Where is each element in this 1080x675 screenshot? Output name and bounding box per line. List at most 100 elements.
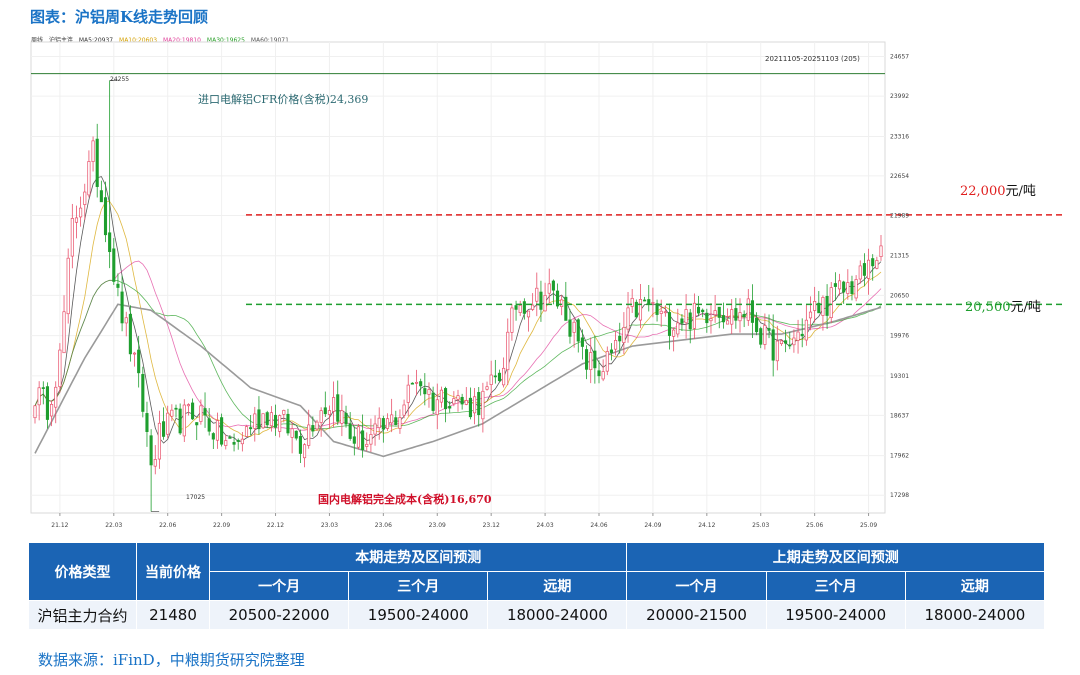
high-marker-label: 24255: [110, 76, 129, 83]
candle-body: [705, 312, 709, 324]
candle-body: [99, 190, 103, 203]
candle: [398, 409, 402, 434]
candle: [290, 422, 294, 454]
candle-body: [667, 312, 672, 336]
candle-body: [402, 404, 406, 416]
candle: [33, 405, 37, 424]
candle: [311, 416, 315, 437]
candle: [66, 248, 70, 324]
candle-body: [319, 410, 323, 423]
candle: [746, 289, 750, 326]
candle-body: [879, 245, 883, 258]
candle-body: [489, 374, 493, 385]
candle-body: [273, 414, 278, 428]
resistance-label: 22,000元/吨: [960, 184, 1036, 199]
candle-body: [560, 299, 564, 307]
candle-body: [858, 265, 862, 280]
y-tick-label: 23992: [890, 93, 909, 100]
x-tick-label: 24.03: [536, 522, 553, 529]
candle-body: [240, 438, 244, 445]
y-tick-label: 19976: [890, 333, 909, 340]
candle-body: [555, 290, 560, 307]
candle: [622, 312, 626, 355]
candle: [804, 305, 808, 346]
candle: [763, 313, 767, 350]
candle-body: [50, 403, 54, 417]
candle: [278, 414, 282, 438]
candle-body: [178, 408, 182, 434]
candle-body: [414, 381, 419, 384]
candle: [576, 318, 580, 353]
candle-body: [709, 318, 713, 322]
y-tick-label: 17298: [890, 492, 909, 499]
candle-body: [605, 351, 609, 372]
candle-body: [211, 433, 215, 440]
candle: [54, 381, 58, 424]
candle: [672, 327, 676, 352]
subheader-1m-last: 一个月: [626, 571, 767, 601]
candle: [560, 295, 564, 316]
candle-body: [186, 404, 190, 407]
candle: [369, 418, 373, 452]
x-tick-label: 22.12: [267, 522, 284, 529]
candle: [157, 410, 161, 469]
candle: [431, 386, 435, 415]
cell-this-1m: 20500-22000: [208, 600, 350, 630]
candle: [365, 432, 369, 452]
candle: [833, 272, 837, 301]
candle: [721, 302, 725, 329]
header-price-type: 价格类型: [28, 542, 137, 601]
candle-body: [871, 258, 875, 267]
candle: [294, 430, 298, 441]
candle-body: [535, 287, 539, 302]
candle: [186, 403, 190, 416]
candle: [228, 434, 232, 439]
candle-body: [41, 387, 45, 389]
candle-body: [638, 299, 643, 321]
candle-body: [696, 306, 701, 314]
x-tick-label: 23.06: [375, 522, 392, 529]
candle: [332, 381, 336, 428]
candle: [236, 438, 240, 450]
y-tick-label: 18637: [890, 412, 909, 419]
candle-body: [804, 319, 808, 341]
legend-contract: 沪铝主连: [48, 37, 73, 44]
candle: [651, 287, 655, 318]
candle: [879, 234, 883, 261]
candle: [867, 248, 871, 295]
candle-body: [54, 386, 58, 408]
candle-body: [742, 314, 746, 318]
candle: [800, 318, 804, 348]
candle: [767, 314, 771, 339]
candle-body: [427, 389, 431, 395]
candle-body: [485, 386, 489, 390]
cost-annotation: 国内电解铝完全成本(含税)16,670: [318, 492, 492, 506]
candle: [307, 409, 311, 449]
candle: [858, 260, 862, 284]
candle: [166, 405, 170, 439]
candle-body: [182, 404, 186, 437]
candle-body: [141, 374, 145, 412]
candle: [211, 432, 215, 449]
candle-body: [423, 388, 427, 395]
candle-body: [531, 304, 535, 310]
candle: [303, 443, 307, 468]
chart-overlays: [31, 73, 1062, 512]
candle: [232, 433, 236, 452]
candle-body: [817, 302, 821, 314]
candle: [70, 203, 74, 269]
candle: [618, 322, 622, 354]
candle: [452, 391, 456, 407]
candle-body: [634, 301, 638, 318]
candle-body: [477, 392, 481, 416]
y-tick-label: 21989: [890, 213, 909, 220]
candle-body: [394, 417, 398, 426]
candle-body: [846, 282, 850, 294]
candle: [531, 293, 535, 312]
candle-body: [145, 413, 149, 432]
candle-body: [576, 319, 580, 342]
candle: [385, 413, 390, 431]
candle: [518, 300, 522, 317]
candle-body: [526, 310, 531, 318]
candle: [356, 423, 361, 450]
